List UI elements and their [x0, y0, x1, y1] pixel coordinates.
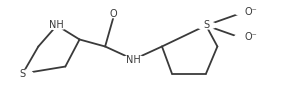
Circle shape	[234, 34, 255, 41]
Text: S: S	[20, 69, 26, 79]
Text: NH: NH	[126, 54, 141, 64]
Circle shape	[45, 21, 68, 30]
Text: O⁻: O⁻	[245, 32, 257, 42]
Circle shape	[196, 22, 216, 29]
Circle shape	[234, 8, 255, 15]
Circle shape	[13, 70, 33, 77]
Text: O: O	[110, 9, 117, 19]
Text: NH: NH	[49, 20, 64, 30]
Circle shape	[104, 11, 123, 18]
Circle shape	[122, 55, 145, 64]
Text: O⁻: O⁻	[245, 7, 257, 17]
Text: S: S	[203, 20, 209, 30]
